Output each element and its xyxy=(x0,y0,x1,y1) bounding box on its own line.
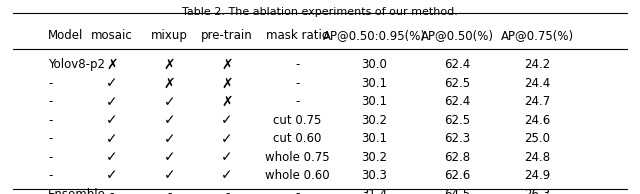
Text: ✗: ✗ xyxy=(221,58,233,72)
Text: -: - xyxy=(110,187,114,194)
Text: ✓: ✓ xyxy=(164,169,175,183)
Text: 62.5: 62.5 xyxy=(445,77,470,90)
Text: 24.6: 24.6 xyxy=(524,114,551,127)
Text: ✓: ✓ xyxy=(106,95,118,109)
Text: ✓: ✓ xyxy=(164,150,175,164)
Text: cut 0.60: cut 0.60 xyxy=(273,132,322,145)
Text: 62.4: 62.4 xyxy=(444,58,471,72)
Text: Table 2. The ablation experiments of our method.: Table 2. The ablation experiments of our… xyxy=(182,7,458,17)
Text: 24.8: 24.8 xyxy=(525,151,550,164)
Text: 30.0: 30.0 xyxy=(362,58,387,72)
Text: -: - xyxy=(296,187,300,194)
Text: 30.2: 30.2 xyxy=(362,114,387,127)
Text: ✓: ✓ xyxy=(106,113,118,127)
Text: whole 0.75: whole 0.75 xyxy=(266,151,330,164)
Text: AP@0.50:0.95(%): AP@0.50:0.95(%) xyxy=(323,29,426,42)
Text: 24.2: 24.2 xyxy=(524,58,551,72)
Text: ✓: ✓ xyxy=(164,113,175,127)
Text: -: - xyxy=(225,187,229,194)
Text: 24.9: 24.9 xyxy=(524,169,551,182)
Text: mosaic: mosaic xyxy=(91,29,133,42)
Text: 25.0: 25.0 xyxy=(525,132,550,145)
Text: ✓: ✓ xyxy=(221,132,233,146)
Text: -: - xyxy=(296,77,300,90)
Text: ✗: ✗ xyxy=(164,58,175,72)
Text: 24.7: 24.7 xyxy=(524,95,551,108)
Text: pre-train: pre-train xyxy=(202,29,253,42)
Text: ✗: ✗ xyxy=(221,76,233,90)
Text: mask ratio: mask ratio xyxy=(266,29,329,42)
Text: Model: Model xyxy=(48,29,83,42)
Text: 30.2: 30.2 xyxy=(362,151,387,164)
Text: ✓: ✓ xyxy=(106,169,118,183)
Text: ✓: ✓ xyxy=(221,169,233,183)
Text: 62.5: 62.5 xyxy=(445,114,470,127)
Text: 62.8: 62.8 xyxy=(445,151,470,164)
Text: 62.6: 62.6 xyxy=(444,169,471,182)
Text: ✓: ✓ xyxy=(164,95,175,109)
Text: ✗: ✗ xyxy=(221,95,233,109)
Text: -: - xyxy=(48,114,52,127)
Text: -: - xyxy=(48,77,52,90)
Text: 26.3: 26.3 xyxy=(525,187,550,194)
Text: ✓: ✓ xyxy=(221,113,233,127)
Text: 30.1: 30.1 xyxy=(362,77,387,90)
Text: -: - xyxy=(48,132,52,145)
Text: mixup: mixup xyxy=(151,29,188,42)
Text: ✓: ✓ xyxy=(106,150,118,164)
Text: Yolov8-p2: Yolov8-p2 xyxy=(48,58,105,72)
Text: ✗: ✗ xyxy=(164,76,175,90)
Text: ✓: ✓ xyxy=(106,76,118,90)
Text: -: - xyxy=(48,95,52,108)
Text: 62.3: 62.3 xyxy=(445,132,470,145)
Text: 30.3: 30.3 xyxy=(362,169,387,182)
Text: -: - xyxy=(48,151,52,164)
Text: 64.5: 64.5 xyxy=(445,187,470,194)
Text: -: - xyxy=(48,169,52,182)
Text: -: - xyxy=(296,95,300,108)
Text: ✗: ✗ xyxy=(106,58,118,72)
Text: AP@0.50(%): AP@0.50(%) xyxy=(421,29,494,42)
Text: 30.1: 30.1 xyxy=(362,95,387,108)
Text: AP@0.75(%): AP@0.75(%) xyxy=(501,29,574,42)
Text: 31.4: 31.4 xyxy=(362,187,387,194)
Text: 62.4: 62.4 xyxy=(444,95,471,108)
Text: whole 0.60: whole 0.60 xyxy=(266,169,330,182)
Text: cut 0.75: cut 0.75 xyxy=(273,114,322,127)
Text: ✓: ✓ xyxy=(106,132,118,146)
Text: Ensemble: Ensemble xyxy=(48,187,106,194)
Text: -: - xyxy=(296,58,300,72)
Text: 30.1: 30.1 xyxy=(362,132,387,145)
Text: ✓: ✓ xyxy=(221,150,233,164)
Text: ✓: ✓ xyxy=(164,132,175,146)
Text: 24.4: 24.4 xyxy=(524,77,551,90)
Text: -: - xyxy=(168,187,172,194)
